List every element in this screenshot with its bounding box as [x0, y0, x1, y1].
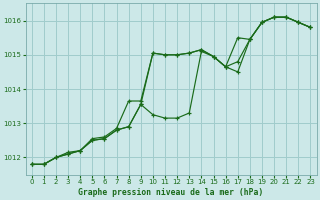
- X-axis label: Graphe pression niveau de la mer (hPa): Graphe pression niveau de la mer (hPa): [78, 188, 264, 197]
